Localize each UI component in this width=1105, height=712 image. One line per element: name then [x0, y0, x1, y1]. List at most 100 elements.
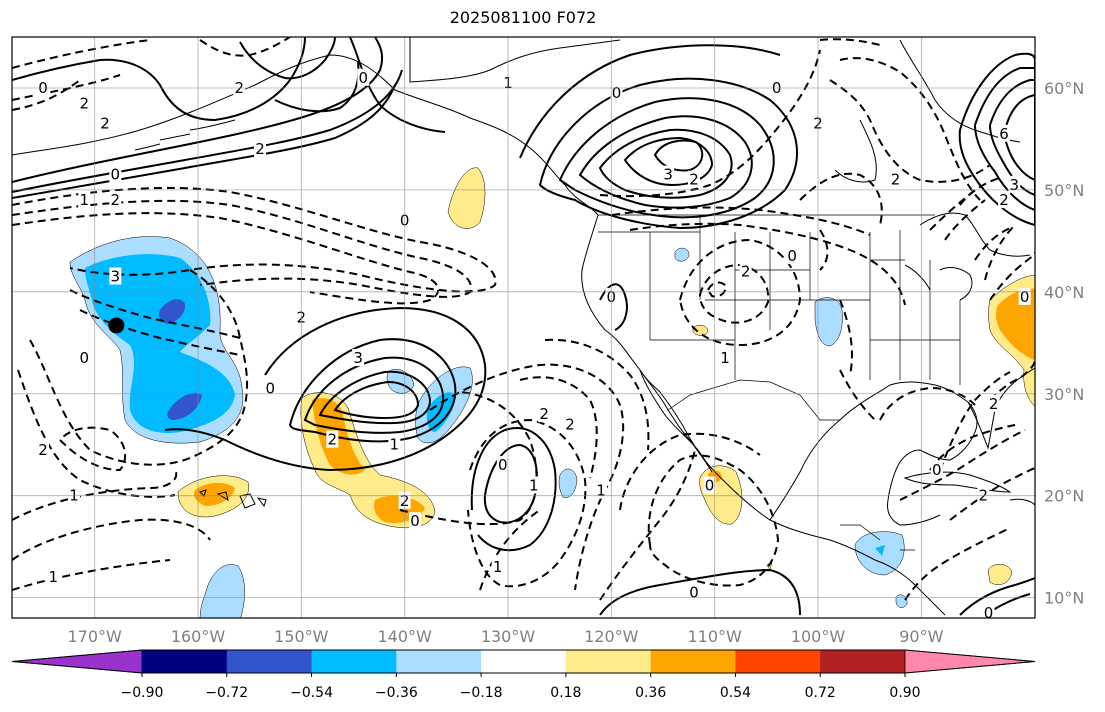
contour-label-bg: [47, 568, 60, 586]
positive-anomaly-light: [447, 167, 486, 229]
longitude-tick-label: 110°W: [687, 627, 742, 646]
contour-label: 2: [539, 405, 549, 423]
longitude-tick-label: 100°W: [791, 627, 846, 646]
contour-label: 0: [80, 349, 90, 367]
contour-label: 1: [529, 476, 539, 494]
contour-label: 1: [720, 349, 730, 367]
latitude-tick-label: 10°N: [1044, 589, 1084, 608]
colorbar-segment: [226, 650, 313, 673]
contour-label: 2: [100, 115, 110, 133]
contour-label: 1: [493, 558, 503, 576]
contour-label: 1: [390, 436, 400, 454]
colorbar-segment: [650, 650, 736, 673]
contour-label: 0: [1020, 288, 1030, 306]
contour-label-bg: [109, 267, 122, 285]
colorbar-tick-label: 0.18: [550, 685, 581, 701]
colorbar-tick-label: 0.72: [805, 685, 836, 701]
contour-label-bg: [998, 191, 1010, 209]
contour-label: 2: [255, 140, 265, 158]
contour-label-bg: [233, 78, 246, 96]
colorbar-tick-label: 0.54: [720, 685, 751, 701]
contour-label-bg: [78, 349, 91, 367]
contour-label: 0: [410, 512, 420, 530]
contour-label: 2: [741, 262, 751, 280]
colorbar-extend-high: [904, 649, 1036, 674]
location-marker: [108, 317, 125, 334]
negative-anomaly-light: [854, 531, 905, 576]
longitude-tick-label: 170°W: [67, 627, 122, 646]
negative-anomaly-light: [199, 564, 245, 618]
latitude-tick-label: 50°N: [1044, 181, 1084, 200]
gridlines: [12, 37, 1035, 618]
contour-label-bg: [109, 191, 122, 209]
contour-label: 3: [663, 166, 673, 184]
contour-label-bg: [409, 512, 421, 530]
contour-label-bg: [352, 349, 365, 367]
map-title: 2025081100 F072: [449, 8, 597, 27]
contour-positive: [12, 37, 384, 183]
contour-label-bg: [770, 78, 783, 96]
contour-label: 2: [80, 94, 90, 112]
colorbar-tick-label: −0.54: [290, 685, 333, 701]
contour-label: 3: [111, 268, 121, 286]
contour-label-bg: [326, 430, 339, 448]
contour-label-bg: [930, 461, 943, 479]
positive-anomaly-medium: [995, 288, 1035, 361]
colorbar-extend-low: [11, 649, 143, 674]
contour-label-bg: [1008, 175, 1021, 193]
colorbar-segment: [396, 650, 482, 673]
longitude-tick-label: 120°W: [584, 627, 639, 646]
longitude-labels: 170°W 160°W 150°W 140°W 130°W 120°W 110°W 100°W…: [67, 627, 943, 646]
contour-label-bg: [998, 124, 1010, 142]
negative-anomaly-light: [895, 594, 908, 608]
positive-anomaly-light: [692, 324, 709, 336]
colorbar-tick-label: −0.72: [205, 685, 248, 701]
contour-label: 2: [689, 171, 699, 189]
contour-label-bg: [889, 170, 902, 188]
latitude-tick-label: 40°N: [1044, 283, 1084, 302]
contour-label-bg: [538, 405, 551, 423]
colorbar-tick-label: −0.18: [460, 685, 503, 701]
longitude-tick-label: 130°W: [481, 627, 536, 646]
positive-anomaly-light: [987, 564, 1013, 585]
contour-label-bg: [78, 94, 91, 112]
contour-label: 2: [891, 171, 901, 189]
contour-label-bg: [388, 435, 401, 453]
longitude-tick-label: 160°W: [171, 627, 226, 646]
contour-label-bg: [491, 558, 504, 576]
colorbar-tick-label: −0.90: [121, 685, 164, 701]
contour-label-bg: [595, 481, 607, 499]
negative-anomaly-light: [814, 297, 843, 347]
negative-anomaly-light: [558, 468, 578, 498]
contour-label: 2: [565, 415, 575, 433]
contour-label-bg: [37, 440, 49, 458]
map-frame: [11, 36, 1036, 619]
latitude-tick-label: 30°N: [1044, 385, 1084, 404]
colorbar-labels: −0.90 −0.72 −0.54 −0.36 −0.18 0.18 0.36 0.54 0.7…: [121, 673, 921, 701]
contour-label: 2: [111, 191, 121, 209]
colorbar-tick-label: −0.36: [375, 685, 418, 701]
contour-label-bg: [78, 191, 91, 209]
contour-label: 0: [932, 461, 942, 479]
contour-label: 2: [328, 431, 338, 449]
contour-label-bg: [109, 165, 122, 183]
longitude-tick-label: 150°W: [274, 627, 329, 646]
contour-label-bg: [786, 247, 799, 265]
contour-label-bg: [68, 486, 80, 504]
contour-label: 1: [80, 191, 90, 209]
contour-label-bg: [982, 603, 995, 618]
contour-label-bg: [719, 349, 731, 367]
contour-label: 6: [999, 125, 1009, 143]
contour-label-bg: [977, 486, 990, 504]
contour-label-bg: [37, 78, 49, 96]
colorbar-tick-label: 0.90: [889, 685, 920, 701]
contour-label: 0: [787, 247, 797, 265]
contour-label-bg: [688, 170, 700, 188]
contour-label-bg: [357, 68, 370, 86]
colorbar-segment: [735, 650, 821, 673]
contour-label: 2: [38, 441, 48, 459]
contour-label: 0: [984, 604, 994, 622]
longitude-tick-label: 90°W: [899, 627, 943, 646]
contour-label: 2: [989, 395, 999, 413]
